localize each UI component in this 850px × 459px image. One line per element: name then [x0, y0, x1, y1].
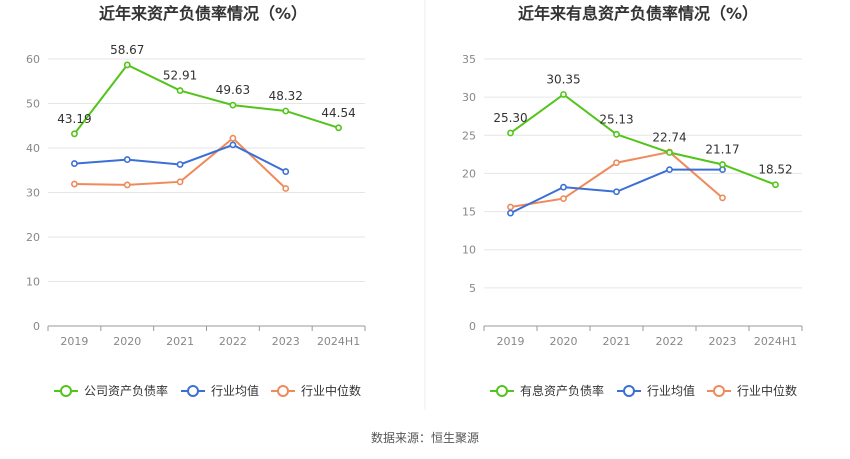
data-point[interactable] [176, 178, 184, 186]
data-label: 22.74 [652, 131, 686, 145]
data-point[interactable] [613, 159, 620, 167]
data-label: 18.52 [758, 163, 792, 177]
legend-marker-icon [713, 385, 725, 397]
y-tick-label: 20 [462, 167, 476, 180]
data-label: 58.67 [110, 43, 144, 57]
data-point[interactable] [719, 161, 726, 168]
data-point[interactable] [71, 180, 78, 188]
y-tick-label: 10 [462, 244, 476, 257]
left-chart: 近年来资产负债率情况（%） 0 10 20 30 40 50 60 2019 2020 2021 20… [26, 4, 366, 398]
legend-marker-icon [187, 385, 199, 397]
y-tick-label: 30 [462, 91, 476, 104]
data-point[interactable] [176, 161, 184, 168]
y-tick-label: 60 [26, 53, 40, 66]
data-point[interactable] [71, 130, 78, 138]
y-tick-label: 30 [26, 187, 40, 200]
series-line [509, 93, 776, 186]
legend-label: 公司资产负债率 [84, 383, 168, 398]
legend-item[interactable]: 有息资产负债率 [490, 383, 604, 398]
y-tick-label: 5 [469, 282, 476, 295]
data-point[interactable] [176, 87, 184, 94]
y-tick-label: 50 [26, 98, 40, 111]
data-label: 25.30 [493, 111, 527, 125]
data-label: 49.63 [216, 83, 250, 97]
y-tick-label: 25 [462, 129, 476, 142]
data-point[interactable] [282, 168, 290, 175]
data-point[interactable] [560, 91, 567, 98]
data-point[interactable] [507, 209, 514, 217]
data-label: 44.54 [321, 106, 355, 120]
x-tick-label: 2024H1 [317, 335, 360, 348]
y-tick-label: 0 [33, 320, 40, 333]
data-point[interactable] [613, 130, 620, 138]
legend-marker-icon [277, 385, 289, 397]
data-label: 43.19 [57, 112, 91, 126]
x-tick-label: 2020 [550, 335, 578, 348]
data-point[interactable] [282, 185, 290, 192]
data-label: 21.17 [705, 143, 739, 157]
data-point[interactable] [335, 124, 342, 132]
data-point[interactable] [123, 181, 131, 189]
x-tick-label: 2024H1 [754, 335, 797, 348]
data-point[interactable] [507, 203, 514, 211]
data-point[interactable] [507, 129, 514, 137]
data-point[interactable] [560, 195, 567, 203]
legend-marker-icon [60, 385, 72, 397]
data-point[interactable] [71, 160, 78, 167]
y-tick-label: 0 [469, 320, 476, 333]
data-point[interactable] [229, 101, 237, 109]
legend-marker-icon [496, 385, 508, 397]
legend-item[interactable]: 行业均值 [181, 383, 259, 398]
data-point[interactable] [666, 149, 673, 156]
data-point[interactable] [282, 107, 290, 115]
x-tick-label: 2022 [656, 335, 684, 348]
legend-item[interactable]: 行业均值 [617, 383, 695, 398]
x-tick-label: 2021 [166, 335, 194, 348]
y-tick-label: 10 [26, 276, 40, 289]
chart-2: 近年来有息资产负债率情况（%） 0 5 10 15 20 25 30 35 2019 2020 202… [462, 4, 803, 398]
legend-label: 行业均值 [647, 383, 695, 398]
data-point[interactable] [229, 134, 237, 142]
chart-title: 近年来资产负债率情况（%） [99, 4, 307, 23]
x-tick-label: 2023 [272, 335, 300, 348]
legend-label: 行业中位数 [301, 383, 361, 398]
chart-title: 近年来有息资产负债率情况（%） [518, 4, 758, 23]
data-label: 52.91 [163, 69, 197, 83]
x-tick-label: 2019 [60, 335, 88, 348]
data-point[interactable] [123, 156, 131, 163]
legend-item[interactable]: 行业中位数 [271, 383, 361, 398]
data-point[interactable] [613, 188, 620, 196]
data-point[interactable] [229, 141, 237, 149]
data-label: 48.32 [269, 89, 303, 103]
legend-label: 行业均值 [211, 383, 259, 398]
data-point[interactable] [772, 181, 779, 189]
x-tick-label: 2020 [113, 335, 141, 348]
data-point[interactable] [123, 61, 131, 69]
x-tick-label: 2021 [603, 335, 631, 348]
legend-label: 有息资产负债率 [520, 383, 604, 398]
x-tick-label: 2023 [709, 335, 737, 348]
chart-1: 近年来资产负债率情况（%） 0 10 20 30 40 50 60 2019 2020 2021 20… [26, 4, 366, 398]
data-point[interactable] [719, 194, 726, 202]
legend-label: 行业中位数 [737, 383, 797, 398]
legend-item[interactable]: 行业中位数 [707, 383, 797, 398]
y-tick-label: 40 [26, 142, 40, 155]
x-tick-label: 2019 [497, 335, 525, 348]
y-tick-label: 15 [462, 206, 476, 219]
legend-item[interactable]: 公司资产负债率 [54, 383, 168, 398]
y-tick-label: 20 [26, 231, 40, 244]
legend-marker-icon [623, 385, 635, 397]
data-point[interactable] [560, 183, 567, 191]
y-tick-label: 35 [462, 53, 476, 66]
data-label: 30.35 [546, 72, 580, 86]
data-label: 25.13 [599, 112, 633, 126]
series-line [73, 63, 339, 135]
x-tick-label: 2022 [219, 335, 247, 348]
source-note: 数据来源：恒生聚源 [370, 431, 479, 445]
data-point[interactable] [666, 166, 673, 174]
